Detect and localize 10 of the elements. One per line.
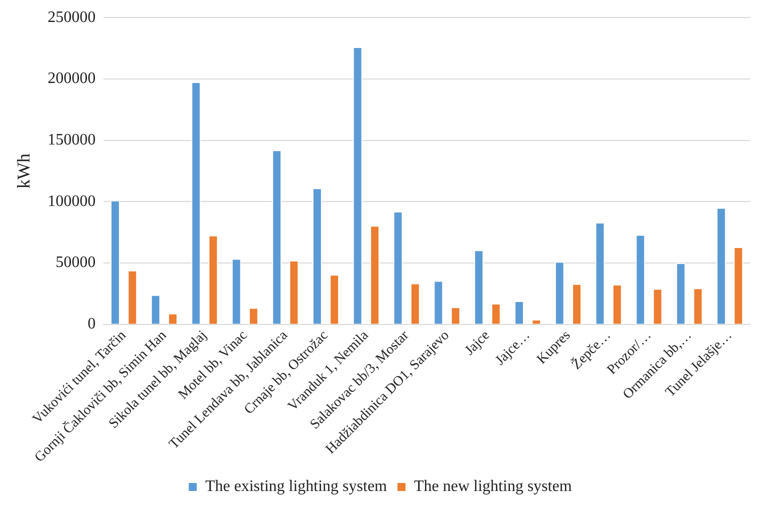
y-tick-label: 50000	[56, 254, 96, 272]
y-tick-label: 0	[88, 316, 96, 333]
y-tick-label: 200000	[48, 70, 96, 88]
x-tick-label: Jajce	[462, 328, 493, 359]
y-tick-label: 100000	[48, 192, 96, 210]
y-axis-title: kWh	[14, 153, 34, 188]
legend-label: The new lighting system	[414, 478, 572, 496]
legend-label: The existing lighting system	[205, 478, 388, 496]
y-tick-label: 250000	[48, 8, 96, 26]
y-tick-label: 150000	[48, 132, 96, 149]
